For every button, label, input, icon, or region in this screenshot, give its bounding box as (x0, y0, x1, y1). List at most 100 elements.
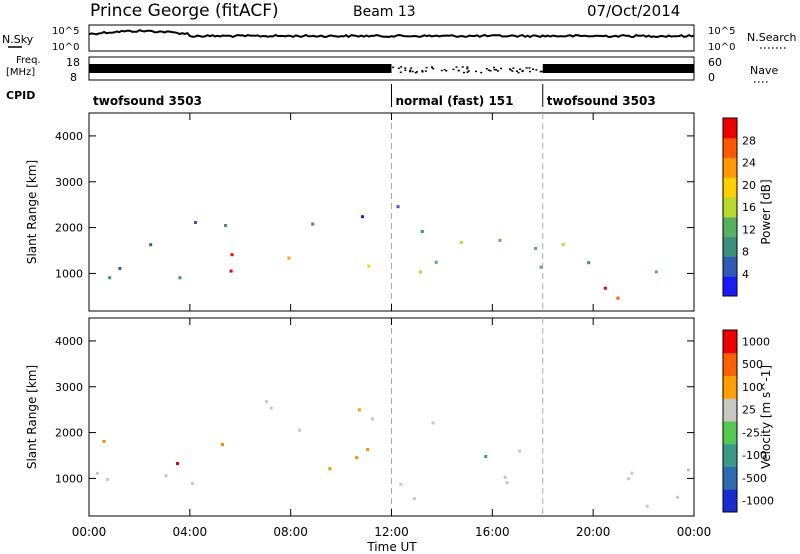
echo-cell (505, 481, 509, 485)
freq-bar-dot (496, 70, 499, 72)
echo-cell (269, 406, 273, 410)
freq-bar-dot (493, 68, 496, 71)
freq-bar-dot (466, 66, 469, 68)
echo-cell (230, 253, 234, 257)
freq-bar-dot (425, 66, 428, 69)
colorbar-tick-label: -1000 (742, 495, 774, 508)
freq-bar-dot (467, 70, 470, 72)
colorbar-frame (722, 329, 738, 513)
freq-bar-dot (421, 70, 424, 73)
colorbar-frame (722, 117, 738, 297)
echo-cell (118, 267, 122, 270)
echo-cell (539, 265, 543, 269)
echo-cell (498, 238, 502, 242)
freq-bar-dot (528, 67, 531, 69)
freq-bar-dot (487, 69, 490, 71)
echo-cell (399, 482, 403, 486)
colorbar-swatch (723, 489, 737, 513)
velocity-colorbar: 1000 500 100 25 -25 -100 -500 -1000 (722, 329, 774, 513)
freq-bar-block (542, 64, 694, 73)
freq-bar-dot (414, 71, 417, 74)
freq-bar-dot (500, 67, 503, 70)
y-tick-label: 3000 (55, 176, 83, 189)
freq-bar-dot (531, 68, 534, 70)
echo-cell (367, 264, 371, 268)
freq-bar-block (89, 64, 392, 73)
velocity-colorbar-label: Velocity [m s^-1] (759, 365, 773, 469)
freq-bar-dot (539, 70, 542, 73)
cpid-label: CPID (6, 89, 35, 102)
nsearch-label: N.Search (747, 31, 797, 44)
freq-bar-dot (415, 71, 418, 73)
colorbar-tick-label: 8 (742, 246, 749, 259)
colorbar-swatch (723, 276, 737, 297)
freq-bar-dot (409, 69, 412, 72)
colorbar-swatch (723, 421, 737, 445)
freq-bar-dot (517, 71, 520, 74)
velocity-panel-frame (88, 317, 695, 517)
x-tick-label: 08:00 (273, 525, 308, 539)
nsearch-tick-top: 10^5 (708, 26, 735, 37)
nave-tick-bottom: 0 (708, 71, 715, 84)
y-tick-label: 1000 (55, 267, 83, 280)
x-tick-label: 16:00 (475, 525, 510, 539)
echo-cell (396, 205, 400, 209)
freq-bar-dot (399, 71, 402, 74)
freq-bar-dot (480, 71, 483, 74)
power-colorbar: 4 8 12 16 20 24 28 (722, 117, 756, 297)
y-tick-label: 4000 (55, 335, 83, 348)
echo-cell (194, 221, 197, 224)
echo-cell (627, 477, 631, 481)
freq-bar-dot (466, 67, 469, 70)
velocity-heatmap (95, 400, 690, 508)
colorbar-tick-label: 16 (742, 201, 756, 214)
echo-cell (484, 455, 488, 458)
echo-cell (419, 270, 423, 274)
freq-bar-dot (410, 67, 413, 69)
freq-bar-dot (528, 70, 531, 73)
freq-bar-dot (535, 69, 538, 71)
echo-cell (265, 400, 269, 404)
nsky-tick-bottom: 10^0 (52, 42, 79, 53)
freq-unit-label: [MHz] (6, 67, 35, 78)
freq-bar-dot (541, 70, 544, 73)
freq-bars (89, 64, 694, 74)
colorbar-tick-label: 4 (742, 268, 749, 281)
x-tick-label: 00:00 (72, 525, 107, 539)
freq-bar-dot (431, 66, 434, 69)
echo-cell (357, 408, 361, 412)
freq-bar-dot (475, 70, 478, 73)
y-tick-label: 2000 (55, 222, 83, 235)
freq-bar-dot (440, 69, 443, 72)
freq-bar-dot (408, 70, 411, 73)
echo-cell (630, 471, 634, 475)
colorbar-swatch (723, 137, 737, 159)
echo-cell (459, 240, 463, 244)
colorbar-tick-label: 25 (742, 404, 756, 417)
freq-bar-dot (392, 66, 395, 69)
echo-cell (654, 270, 658, 274)
echo-cell (587, 261, 591, 265)
cpid-segment-label: normal (fast) 151 (396, 94, 514, 108)
colorbar-swatch (723, 197, 737, 218)
freq-bar-dot (445, 70, 448, 72)
colorbar-swatch (723, 398, 737, 422)
freq-bar-dot (521, 69, 524, 72)
velocity-axes: 1000 2000 3000 4000 (55, 318, 695, 516)
date-title: 07/Oct/2014 (587, 2, 680, 20)
freq-bar-dot (404, 69, 407, 72)
nsearch-tick-bottom: 10^0 (708, 42, 735, 53)
colorbar-tick-label: 500 (742, 358, 763, 371)
echo-cell (95, 471, 99, 475)
nsky-trace (88, 29, 695, 39)
echo-cell (224, 224, 228, 227)
freq-bar-dot (462, 71, 465, 74)
colorbar-tick-label: 100 (742, 381, 763, 394)
echo-cell (503, 475, 507, 479)
freq-bar-dot (495, 69, 498, 71)
colorbar-tick-label: 12 (742, 223, 756, 236)
freq-bar-dot (452, 68, 455, 71)
echo-cell (603, 286, 607, 290)
y-tick-label: 2000 (55, 427, 83, 440)
colorbar-tick-label: 24 (742, 157, 756, 170)
